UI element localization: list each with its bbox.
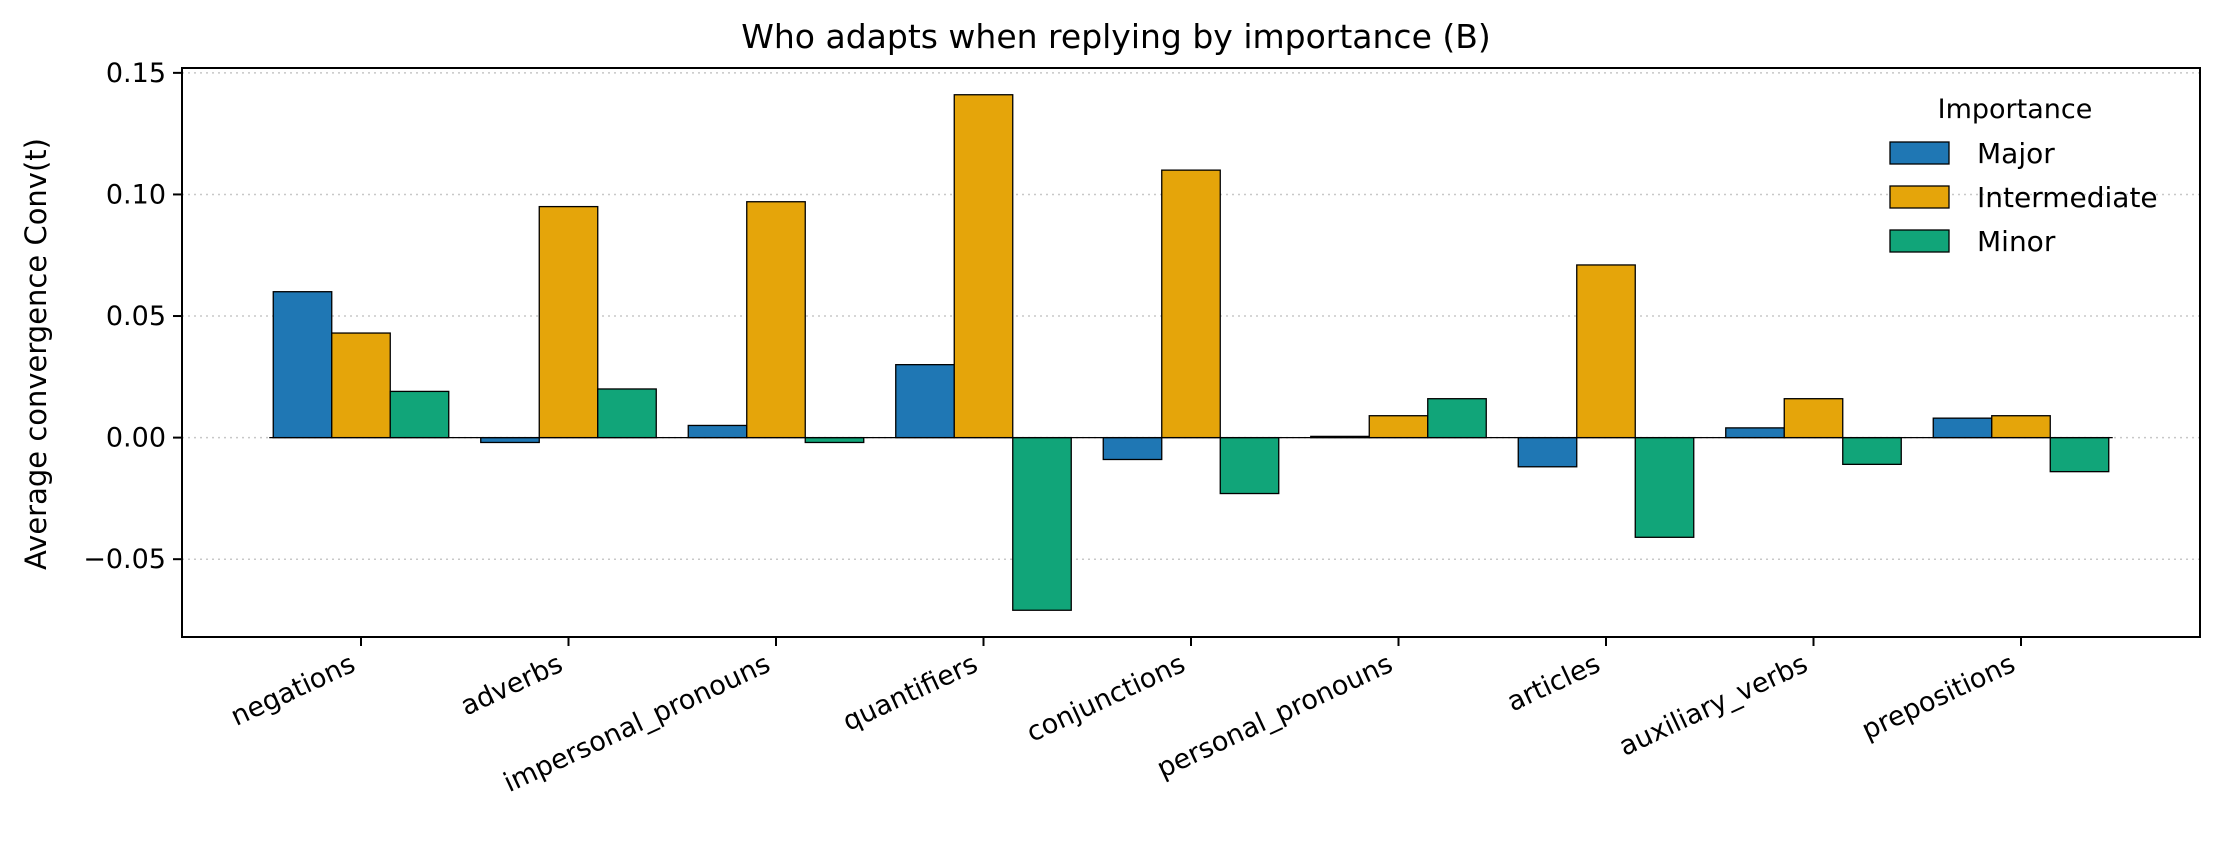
bar-major-quantifiers [895,364,955,439]
y-tick-label: −0.05 [83,544,166,575]
bar-major-articles [1517,436,1578,468]
x-tick-label: auxiliary_verbs [1614,648,1812,762]
bar-intermediate-conjunctions [1161,169,1221,439]
bar-intermediate-negations [331,332,391,439]
y-axis-label: Average convergence Conv(t) [19,138,53,570]
legend-swatch-minor [1889,229,1950,253]
y-tick-label: 0.10 [106,179,166,210]
bar-major-conjunctions [1102,436,1163,461]
legend-swatch-intermediate [1889,185,1950,209]
legend-swatch-major [1889,141,1950,165]
bar-intermediate-personal-pronouns [1368,415,1429,439]
bar-intermediate-auxiliary-verbs [1783,398,1844,439]
bar-minor-impersonal-pronouns [804,436,865,444]
legend-title: Importance [1938,94,2093,125]
legend: Importance Major Intermediate Minor [1889,94,2158,258]
y-axis: −0.05 0.00 0.05 0.10 0.15 [83,58,182,575]
x-tick-label: personal_pronouns [1152,648,1397,784]
y-tick-label: 0.00 [106,423,166,454]
bar-intermediate-articles [1576,264,1636,439]
bar-major-impersonal-pronouns [687,424,748,439]
bar-intermediate-quantifiers [953,94,1014,439]
chart-title: Who adapts when replying by importance (… [741,17,1491,56]
bar-major-prepositions [1932,417,1993,439]
x-tick-label: articles [1502,648,1605,718]
bar-major-adverbs [480,436,540,444]
y-tick-label: 0.05 [106,301,166,332]
bar-minor-auxiliary-verbs [1842,436,1902,466]
x-tick-label: conjunctions [1022,648,1190,748]
x-tick-label: prepositions [1857,648,2020,746]
legend-label-minor: Minor [1977,225,2056,258]
bars [272,94,2110,611]
bar-minor-prepositions [2049,436,2110,473]
bar-minor-adverbs [597,388,657,439]
bar-minor-articles [1634,436,1695,538]
legend-label-intermediate: Intermediate [1977,181,2158,214]
x-tick-label: adverbs [456,648,568,722]
bar-major-auxiliary-verbs [1725,427,1785,439]
bar-minor-personal-pronouns [1427,398,1487,439]
y-tick-label: 0.15 [106,58,166,89]
bar-major-negations [272,291,333,439]
bar-minor-conjunctions [1219,436,1280,495]
bar-minor-quantifiers [1012,436,1072,611]
x-tick-label: negations [226,648,360,732]
bar-minor-negations [389,390,450,439]
legend-label-major: Major [1977,137,2055,170]
bar-intermediate-adverbs [538,205,599,439]
bar-intermediate-impersonal-pronouns [746,201,806,439]
bar-intermediate-prepositions [1991,415,2051,439]
x-tick-label: quantifiers [838,648,982,737]
